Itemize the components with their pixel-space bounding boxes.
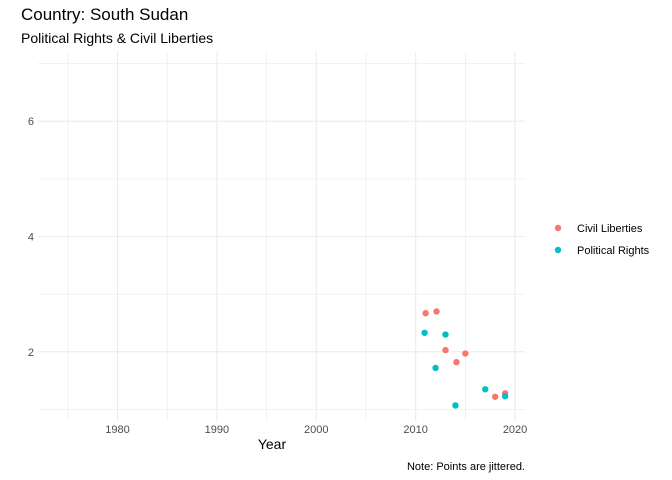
data-point (452, 402, 459, 409)
x-axis-ticks: 1980 1990 2000 2010 2020 (105, 424, 527, 436)
chart-caption: Note: Points are jittered. (407, 461, 525, 473)
data-point (432, 364, 439, 372)
legend-label: Political Rights (577, 245, 650, 257)
x-tick-label: 2020 (503, 424, 527, 436)
data-point (462, 350, 469, 357)
y-axis-ticks: 2 4 6 (28, 116, 34, 359)
data-point (433, 308, 440, 315)
data-point (453, 358, 460, 366)
legend-label: Civil Liberties (577, 223, 643, 235)
data-point (491, 393, 499, 400)
data-point (422, 309, 429, 317)
chart-subtitle: Political Rights & Civil Liberties (21, 30, 214, 46)
data-point (501, 393, 509, 400)
legend-key (554, 224, 562, 232)
legend-key (554, 246, 562, 254)
x-tick-label: 1980 (105, 424, 129, 436)
y-tick-label: 4 (28, 232, 34, 244)
x-axis-title: Year (258, 436, 287, 452)
x-tick-label: 1990 (205, 424, 229, 436)
x-tick-label: 2010 (403, 424, 427, 436)
y-tick-label: 6 (28, 116, 34, 128)
data-point (442, 346, 449, 354)
minor-gridlines (38, 52, 525, 421)
x-tick-label: 2000 (304, 424, 328, 436)
chart-title: Country: South Sudan (21, 5, 189, 24)
y-tick-label: 2 (28, 347, 34, 359)
data-point (421, 329, 428, 336)
data-point (482, 386, 489, 393)
data-points (421, 308, 509, 409)
legend: Civil Liberties Political Rights (554, 223, 650, 257)
data-point (442, 331, 449, 338)
major-gridlines (38, 52, 525, 421)
